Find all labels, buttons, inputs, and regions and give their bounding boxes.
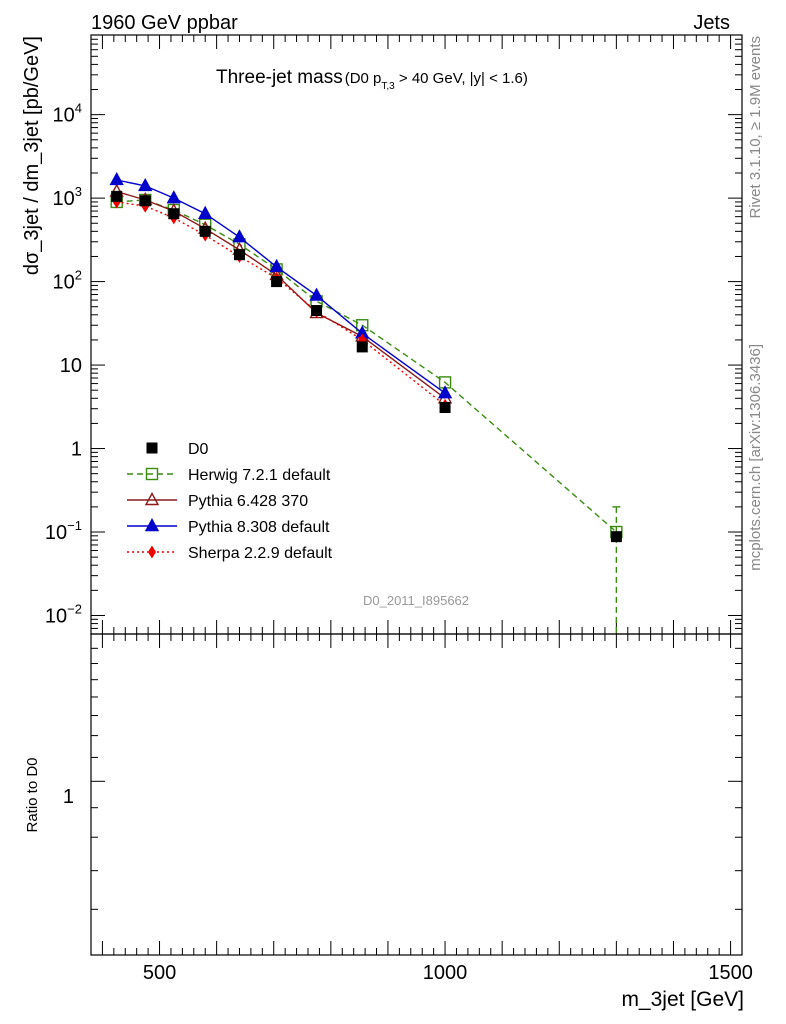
point-data [233,249,245,261]
series-pythia8 [109,172,453,399]
legend-marker-sherpa [148,545,156,559]
mcplots-label: mcplots.cern.ch [arXiv:1306.3436] [747,344,764,571]
series-herwig [110,193,623,634]
series-line-pythia6 [116,190,446,399]
main-minor-ticks [91,34,742,635]
legend: D0 Herwig 7.2.1 default Pythia 6.428 370 Py… [127,441,333,562]
series-line-sherpa [116,201,446,406]
header-left: 1960 GeV ppbar [91,12,238,34]
ratio-y-axis-label: Ratio to D0 [24,757,41,832]
main-y-axis-label: dσ_3jet / dm_3jet [pb/GeV] [21,36,43,275]
y-tick-label: 1 [71,439,82,461]
series-pythia6 [109,183,453,404]
x-tick-label: 1000 [423,962,468,984]
watermark: D0_2011_I895662 [363,593,469,608]
ratio-frame [90,633,743,956]
main-x-ticks [101,35,732,634]
y-tick-label: 104 [53,101,82,127]
legend-marker-herwig [145,467,159,481]
legend-marker-pythia6 [144,492,160,506]
ratio-x-tick-labels: 500 1000 1500 [143,962,753,984]
point-data [439,402,451,414]
point-data [111,190,123,202]
point-pythia8 [138,177,153,192]
legend-label-pythia8: Pythia 8.308 default [188,519,330,536]
point-data [271,276,283,288]
legend-entry-sherpa: Sherpa 2.2.9 default [127,545,333,562]
y-tick-label: 10 [60,355,82,377]
legend-entry-herwig: Herwig 7.2.1 default [127,467,331,484]
subtitle-a: (D0 p [345,70,382,87]
series-sherpa [112,195,450,412]
ratio-ticks [91,633,742,956]
ratio-y-tick-label: 1 [63,786,74,808]
legend-label-sherpa: Sherpa 2.2.9 default [188,545,333,562]
point-data [139,195,151,207]
point-pythia8 [309,287,324,301]
point-data [199,225,211,237]
y-tick-label: 10−2 [45,601,82,627]
series-layer [109,172,623,634]
legend-entry-pythia8: Pythia 8.308 default [127,518,330,536]
series-data [111,190,622,543]
x-tick-label: 500 [143,962,176,984]
y-tick-label: 103 [53,184,82,210]
subtitle-b: > 40 GeV, |y| < 1.6) [395,70,528,87]
legend-label-data: D0 [188,441,209,458]
point-pythia8 [232,229,247,243]
x-axis-label: m_3jet [GeV] [621,988,744,1011]
point-pythia8 [109,172,124,186]
point-data [610,531,622,543]
y-tick-label: 10−1 [45,518,82,544]
header-right: Jets [693,12,730,34]
legend-marker-data [146,442,158,454]
y-tick-label: 102 [53,268,82,294]
title-text: Three-jet mass [216,67,343,88]
point-pythia8 [437,385,453,399]
legend-label-pythia6: Pythia 6.428 370 [188,493,308,510]
point-data [311,305,323,317]
legend-entry-pythia6: Pythia 6.428 370 [127,492,308,510]
point-pythia8 [269,258,284,273]
main-title: Three-jet mass (D0 pT,3 > 40 GeV, |y| < 1… [216,67,528,92]
subtitle-sub: T,3 [381,81,395,92]
point-data [168,208,180,220]
ratio-panel: Ratio to D0 1 500 1000 1500 m_3jet [GeV] [24,633,753,1011]
legend-label-herwig: Herwig 7.2.1 default [188,467,331,484]
point-pythia8 [166,190,181,204]
x-tick-label: 1500 [708,962,753,984]
point-data [356,341,368,353]
point-pythia8 [198,205,213,219]
legend-marker-pythia8 [144,518,160,532]
rivet-label: Rivet 3.1.10, ≥ 1.9M events [747,36,764,219]
legend-entry-data: D0 [146,441,209,458]
